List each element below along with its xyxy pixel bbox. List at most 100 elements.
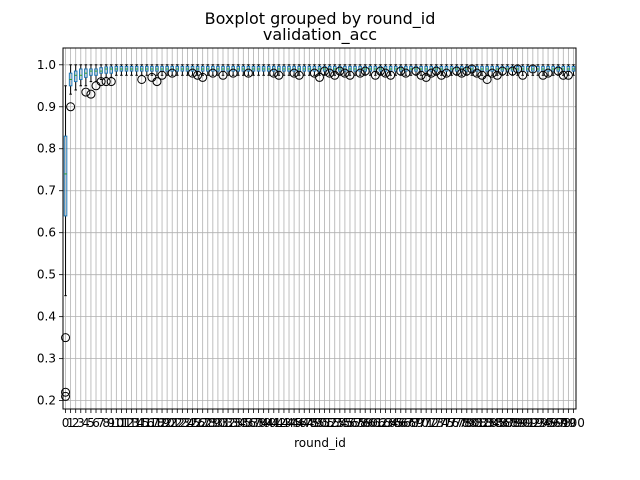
- x-tick-label: 94: [535, 416, 550, 430]
- x-tick-label: 81: [469, 416, 484, 430]
- outlier-point: [452, 66, 462, 76]
- outlier-point: [436, 70, 446, 80]
- x-tick-label: 30: [210, 416, 225, 430]
- x-tick-label: 98: [556, 416, 571, 430]
- outlier-point: [294, 70, 304, 80]
- box-group: [73, 64, 78, 91]
- outlier-point: [96, 77, 106, 87]
- x-tick-label: 60: [363, 416, 378, 430]
- x-tick-label: 72: [424, 416, 439, 430]
- x-tick-label: 20: [159, 416, 174, 430]
- box-group: [236, 64, 241, 76]
- outlier-point: [386, 70, 396, 80]
- x-tick-label: 2: [72, 416, 80, 430]
- outlier-point: [401, 68, 411, 78]
- x-tick-label: 43: [276, 416, 291, 430]
- x-tick-label: 21: [165, 416, 180, 430]
- outlier-point: [320, 66, 330, 76]
- x-tick-label: 11: [114, 416, 129, 430]
- outlier-point: [360, 66, 370, 76]
- x-tick-label: 25: [185, 416, 200, 430]
- box-group: [175, 64, 180, 76]
- box-group: [165, 64, 169, 76]
- outlier-point: [396, 66, 406, 76]
- x-tick-label: 26: [190, 416, 205, 430]
- x-tick-label: 6: [92, 416, 100, 430]
- x-tick-label: 55: [337, 416, 352, 430]
- box-group: [145, 64, 149, 76]
- outlier-point: [558, 70, 568, 80]
- x-tick-label: 3: [77, 416, 85, 430]
- outlier-point: [198, 72, 208, 82]
- box-group: [99, 64, 103, 80]
- x-tick-label: 64: [383, 416, 398, 430]
- x-tick-label: 53: [327, 416, 342, 430]
- outlier-point: [375, 66, 385, 76]
- outlier-point: [86, 89, 96, 99]
- outlier-point: [381, 68, 391, 78]
- x-tick-label: 61: [368, 416, 383, 430]
- x-tick-label: 32: [220, 416, 235, 430]
- outlier-point: [106, 77, 116, 87]
- x-tick-label: 0: [62, 416, 70, 430]
- x-tick-label: 96: [546, 416, 561, 430]
- x-tick-label: 19: [154, 416, 169, 430]
- outlier-point: [66, 102, 76, 112]
- x-tick-label: 79: [459, 416, 474, 430]
- x-tick-label: 44: [281, 416, 296, 430]
- x-tick-label: 84: [485, 416, 500, 430]
- outlier-point: [472, 68, 482, 78]
- x-tick-label: 15: [134, 416, 149, 430]
- x-tick-label: 70: [413, 416, 428, 430]
- x-tick-label: 93: [530, 416, 545, 430]
- outlier-point: [61, 333, 71, 343]
- outlier-point: [167, 68, 177, 78]
- box-group: [312, 64, 317, 76]
- x-tick-label: 45: [286, 416, 301, 430]
- box: [99, 67, 103, 74]
- x-tick-label: 88: [505, 416, 520, 430]
- box-group: [302, 64, 307, 76]
- outlier-point: [441, 68, 451, 78]
- box-group: [185, 64, 190, 76]
- x-tick-label: 47: [297, 416, 312, 430]
- x-tick-label: 41: [266, 416, 281, 430]
- box: [94, 68, 98, 76]
- x-tick-label: 54: [332, 416, 347, 430]
- outlier-point: [137, 74, 147, 84]
- box-group: [160, 64, 164, 76]
- box-group: [282, 64, 286, 76]
- x-tick-label: 8: [102, 416, 110, 430]
- outlier-point: [325, 68, 335, 78]
- outlier-point: [157, 70, 167, 80]
- x-tick-label: 39: [256, 416, 271, 430]
- x-tick-label: 83: [479, 416, 494, 430]
- x-tick-label: 7: [97, 416, 105, 430]
- outlier-point: [315, 72, 324, 82]
- y-tick-label: 0.9: [37, 100, 56, 114]
- box-group: [79, 64, 83, 87]
- x-tick-label: 9: [107, 416, 115, 430]
- y-tick-label: 0.4: [37, 310, 56, 324]
- box: [73, 70, 78, 83]
- x-tick-label: 62: [373, 416, 388, 430]
- outlier-point: [152, 77, 162, 87]
- box-group: [241, 64, 246, 76]
- box-group: [348, 64, 352, 76]
- box-group: [307, 64, 312, 76]
- x-tick-label: 10: [109, 416, 124, 430]
- x-tick-label: 76: [444, 416, 459, 430]
- x-tick-label: 46: [292, 416, 307, 430]
- x-tick-label: 42: [271, 416, 286, 430]
- outlier-point: [274, 70, 284, 80]
- outlier-point: [518, 70, 528, 80]
- outlier-point: [335, 66, 345, 76]
- x-tick-label: 4: [82, 416, 90, 430]
- x-axis-label: round_id: [294, 436, 346, 450]
- box-group: [124, 64, 129, 76]
- outlier-point: [61, 391, 71, 401]
- x-tick-label: 28: [200, 416, 215, 430]
- x-tick-label: 50: [312, 416, 327, 430]
- outlier-point: [269, 68, 279, 78]
- outlier-point: [208, 68, 218, 78]
